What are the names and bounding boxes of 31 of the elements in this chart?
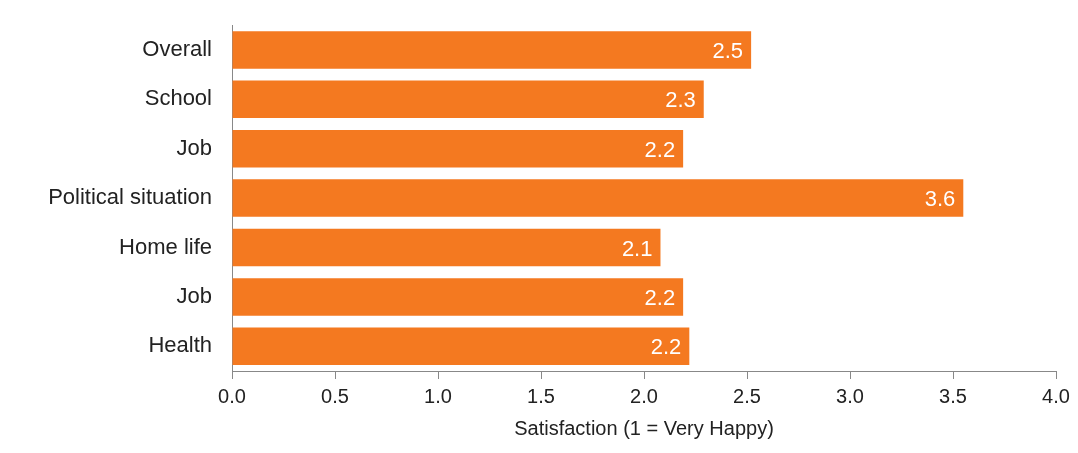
x-tick-label: 2.5	[733, 384, 761, 407]
y-tick-label: Health	[148, 332, 212, 358]
x-tick-label: 0.0	[218, 384, 246, 407]
data-label: 2.2	[650, 334, 682, 360]
x-tick-label: 1.5	[527, 384, 555, 407]
x-axis-title: Satisfaction (1 = Very Happy)	[514, 416, 774, 439]
bar	[232, 327, 690, 366]
bar	[232, 228, 661, 267]
data-label: 2.2	[644, 136, 676, 162]
data-label: 2.3	[665, 87, 696, 113]
y-tick-label: Home life	[119, 233, 212, 259]
x-tick-label: 3.5	[939, 384, 967, 407]
bar	[232, 129, 684, 168]
y-tick-label: Political situation	[48, 184, 212, 210]
y-tick-label: Job	[176, 134, 212, 160]
data-label: 2.1	[621, 235, 653, 261]
y-tick-label: Job	[176, 282, 212, 308]
x-tick-label: 1.0	[424, 384, 452, 407]
bar	[232, 31, 752, 69]
x-tick-label: 0.5	[321, 384, 349, 407]
bar	[232, 80, 704, 119]
data-label: 2.2	[644, 284, 676, 310]
y-tick-label: Overall	[142, 35, 212, 61]
x-tick-label: 3.0	[836, 384, 864, 407]
data-label: 3.6	[924, 186, 956, 212]
x-tick-label: 2.0	[630, 384, 658, 407]
bar	[232, 278, 684, 316]
data-label: 2.5	[712, 37, 744, 63]
bar	[232, 179, 964, 217]
y-tick-label: School	[144, 85, 212, 111]
x-tick-label: 4.0	[1042, 384, 1070, 407]
